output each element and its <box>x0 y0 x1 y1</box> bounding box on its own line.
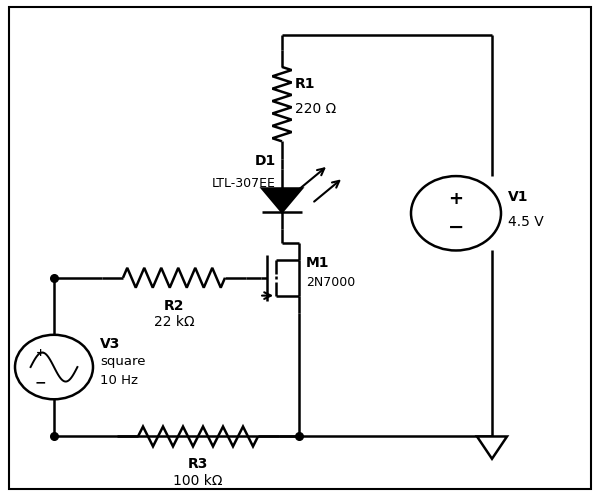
Text: 2N7000: 2N7000 <box>306 276 355 289</box>
Text: V1: V1 <box>508 190 529 204</box>
Text: 100 kΩ: 100 kΩ <box>173 474 223 488</box>
Text: −: − <box>35 375 46 389</box>
Text: +: + <box>449 190 464 208</box>
Text: R2: R2 <box>164 299 184 312</box>
Text: LTL-307EE: LTL-307EE <box>212 177 276 190</box>
Polygon shape <box>477 436 507 459</box>
Text: R1: R1 <box>295 77 316 91</box>
Text: −: − <box>448 218 464 237</box>
Text: V3: V3 <box>100 337 121 351</box>
Text: 22 kΩ: 22 kΩ <box>154 315 194 329</box>
Text: 220 Ω: 220 Ω <box>295 102 337 116</box>
Text: D1: D1 <box>255 154 276 168</box>
Polygon shape <box>262 188 302 212</box>
Text: M1: M1 <box>306 256 329 270</box>
Text: R3: R3 <box>188 457 208 471</box>
Text: 10 Hz: 10 Hz <box>100 374 138 387</box>
Text: square: square <box>100 355 146 368</box>
Text: 4.5 V: 4.5 V <box>508 215 544 229</box>
Text: +: + <box>36 349 45 359</box>
